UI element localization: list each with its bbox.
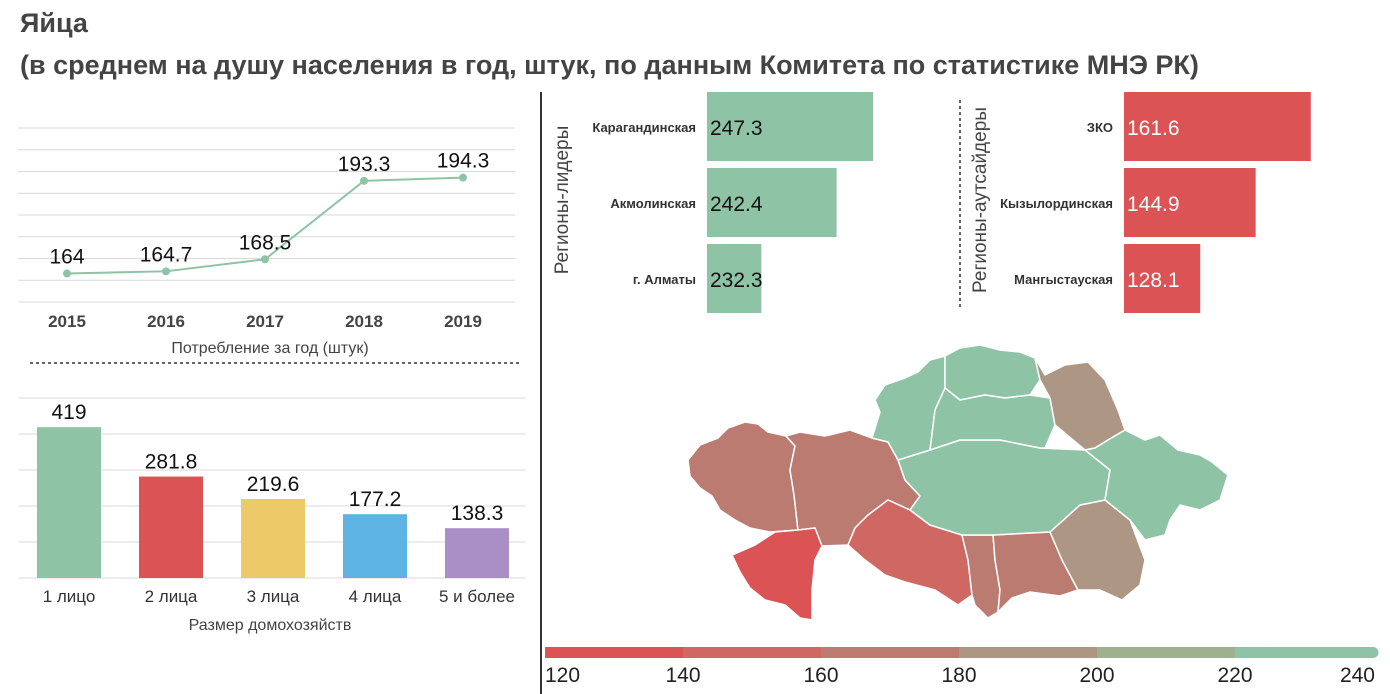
scale-segment: [959, 647, 1097, 658]
bar: [1124, 168, 1256, 237]
x-axis-title: Размер домохозяйств: [189, 617, 352, 634]
bar: [343, 514, 407, 578]
household-bar-chart: 419 1 лицо 281.8 2 лица 219.6 3 лица 177.2 4 ли…: [18, 397, 525, 634]
group-label: Регионы-аутсайдеры: [970, 107, 991, 293]
outsiders-bar-chart: 161.6 ЗКО 144.9 Кызылординская 128.1 Мангыста…: [970, 92, 1311, 313]
scale-tick-label: 160: [803, 664, 838, 687]
scale-segment: [545, 647, 683, 658]
x-tick-label: 1 лицо: [43, 587, 96, 606]
scale-tick-label: 240: [1340, 664, 1375, 687]
category-label: г. Алматы: [633, 272, 696, 287]
data-label: 247.3: [710, 117, 763, 140]
data-point: [162, 267, 170, 276]
map-region-west-kazakhstan: [687, 421, 799, 533]
x-tick-label: 5 и более: [439, 587, 515, 606]
scale-tick-label: 140: [665, 664, 700, 687]
category-label: Мангыстауская: [1014, 272, 1113, 287]
x-tick-label: 4 лица: [349, 587, 402, 606]
bar: [1124, 244, 1201, 313]
data-point: [459, 173, 467, 182]
data-label: 193.3: [338, 153, 391, 176]
bar: [37, 427, 101, 578]
map-region-east-kazakhstan: [1084, 429, 1229, 541]
line-chart: 164 2015 164.7 2016 168.5 2017 193.3 2018 194.3 2…: [18, 127, 515, 357]
data-label: 177.2: [349, 488, 402, 511]
color-scale-legend: 120 140 160 180 200 220 240: [545, 647, 1379, 687]
data-point: [360, 176, 368, 185]
scale-tick-label: 180: [941, 664, 976, 687]
category-label: Карагандинская: [592, 120, 696, 135]
category-label: Акмолинская: [610, 196, 696, 211]
data-label: 164.7: [140, 243, 193, 266]
group-label: Регионы-лидеры: [552, 126, 573, 275]
bar: [445, 528, 509, 578]
kazakhstan-region-map: [687, 344, 1229, 621]
data-label: 144.9: [1127, 193, 1180, 216]
data-label: 128.1: [1127, 269, 1180, 292]
x-tick-label: 2018: [345, 312, 383, 331]
map-region-atyrau: [731, 527, 823, 621]
data-label: 232.3: [710, 269, 763, 292]
data-label: 168.5: [239, 231, 292, 254]
x-tick-label: 2016: [147, 312, 185, 331]
map-region-akmola: [929, 387, 1056, 451]
data-point: [63, 269, 71, 278]
scale-segment: [1097, 647, 1235, 658]
category-label: Кызылординская: [1000, 196, 1113, 211]
data-point: [261, 255, 269, 264]
scale-segment: [821, 647, 959, 658]
category-label: ЗКО: [1087, 120, 1113, 135]
x-tick-label: 2017: [246, 312, 284, 331]
bar: [1124, 92, 1311, 161]
bar: [707, 92, 874, 161]
scale-segment: [1235, 647, 1373, 658]
scale-tick-label: 220: [1217, 664, 1252, 687]
scale-tick-label: 200: [1079, 664, 1114, 687]
data-label: 194.3: [437, 150, 490, 173]
map-region-north-kazakhstan: [944, 344, 1041, 401]
page-title: Яйца: [20, 8, 88, 38]
scale-end-cap: [1367, 647, 1379, 658]
x-tick-label: 3 лица: [247, 587, 300, 606]
data-label: 219.6: [247, 473, 300, 496]
bar: [241, 498, 305, 578]
bar: [139, 476, 203, 578]
x-axis-title: Потребление за год (штук): [171, 340, 368, 357]
data-label: 161.6: [1127, 117, 1180, 140]
page-subtitle: (в среднем на душу населения в год, штук…: [20, 50, 1199, 80]
x-tick-label: 2 лица: [145, 587, 198, 606]
scale-tick-label: 120: [545, 664, 580, 687]
x-tick-label: 2019: [444, 312, 482, 331]
leaders-bar-chart: 247.3 Карагандинская 242.4 Акмолинская 232.3…: [552, 92, 874, 313]
data-label: 419: [51, 401, 86, 424]
map-region-kostanay: [871, 355, 946, 461]
data-label: 164: [49, 246, 84, 269]
scale-segment: [683, 647, 821, 658]
x-tick-label: 2015: [48, 312, 86, 331]
data-label: 138.3: [451, 502, 504, 525]
data-label: 281.8: [145, 451, 198, 474]
data-label: 242.4: [710, 193, 763, 216]
bar: [707, 244, 762, 313]
bar: [707, 168, 837, 237]
